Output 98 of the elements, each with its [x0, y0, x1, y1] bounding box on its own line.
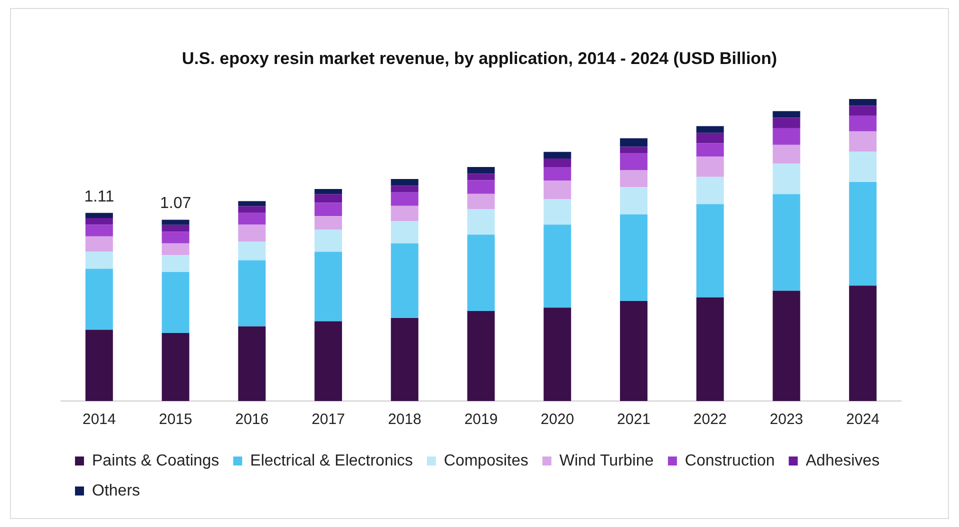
- x-tick-label: 2021: [617, 411, 650, 428]
- bar: [772, 128, 800, 145]
- bar: [390, 186, 418, 192]
- bar: [390, 221, 418, 244]
- bar: [620, 187, 648, 214]
- bar: [544, 308, 572, 401]
- bar: [85, 268, 113, 330]
- bar: [390, 179, 418, 186]
- bar: [849, 106, 877, 116]
- bar: [620, 138, 648, 147]
- bar: [467, 311, 495, 401]
- bar: [314, 194, 342, 203]
- bar: [772, 118, 800, 128]
- chart-title: U.S. epoxy resin market revenue, by application, 2014 - 2024 (USD Billion): [180, 49, 778, 69]
- bar: [620, 214, 648, 302]
- legend-label: Composites: [444, 452, 528, 470]
- legend-label: Adhesives: [806, 452, 880, 470]
- legend-label: Construction: [684, 452, 775, 470]
- bar: [696, 204, 724, 298]
- x-tick-label: 2017: [312, 411, 345, 428]
- bar: [849, 116, 877, 132]
- bar: [85, 236, 113, 252]
- bar: [696, 156, 724, 177]
- annotation: 1.11: [84, 188, 114, 206]
- bar: [238, 260, 266, 326]
- bar: [849, 131, 877, 152]
- bar: [390, 318, 418, 401]
- bar: [772, 290, 800, 401]
- bar: [772, 194, 800, 291]
- bar: [162, 220, 190, 225]
- bar: [849, 152, 877, 182]
- bar: [314, 252, 342, 322]
- bar: [696, 132, 724, 144]
- bar: [162, 333, 190, 401]
- bar: [849, 99, 877, 106]
- bar: [314, 202, 342, 216]
- bar: [544, 166, 572, 181]
- legend-label: Electrical & Electronics: [250, 452, 413, 470]
- bar: [544, 152, 572, 158]
- bar: [620, 170, 648, 188]
- bar: [467, 174, 495, 180]
- bar: [544, 199, 572, 225]
- legend-label: Others: [92, 482, 140, 500]
- bar: [467, 209, 495, 235]
- legend-label: Paints & Coatings: [92, 452, 220, 470]
- bar: [314, 321, 342, 401]
- bar: [162, 272, 190, 334]
- bar: [238, 242, 266, 260]
- bar: [85, 218, 113, 225]
- bar: [162, 232, 190, 244]
- x-tick-label: 2015: [158, 411, 192, 428]
- bar: [238, 326, 266, 401]
- legend-label: Wind Turbine: [559, 452, 654, 470]
- bar: [238, 201, 266, 206]
- bar: [162, 255, 190, 272]
- bar: [696, 176, 724, 204]
- bar: [238, 212, 266, 225]
- bar: [467, 180, 495, 194]
- bar: [620, 146, 648, 154]
- x-tick-label: 2022: [693, 411, 727, 428]
- bar: [85, 330, 113, 401]
- x-tick-label: 2024: [846, 411, 880, 428]
- bar: [772, 144, 800, 164]
- x-tick-label: 2023: [770, 411, 804, 428]
- bar: [772, 164, 800, 194]
- bar: [544, 224, 572, 308]
- bar: [85, 252, 113, 269]
- bar: [162, 243, 190, 256]
- x-tick-label: 2019: [464, 411, 498, 428]
- bar: [314, 188, 342, 194]
- bar: [849, 286, 877, 401]
- x-tick-label: 2020: [540, 411, 574, 428]
- bar: [238, 224, 266, 242]
- x-tick-label: 2014: [82, 411, 116, 428]
- bar: [696, 126, 724, 133]
- bar: [620, 301, 648, 401]
- bar: [85, 212, 113, 218]
- bar: [85, 224, 113, 236]
- bar: [467, 234, 495, 312]
- bar: [162, 224, 190, 232]
- annotation: 1.07: [160, 195, 192, 212]
- x-tick-label: 2016: [235, 411, 269, 428]
- x-tick-label: 2018: [388, 411, 422, 428]
- bar: [772, 111, 800, 118]
- bar: [544, 158, 572, 167]
- bar: [238, 206, 266, 213]
- bar: [849, 182, 877, 286]
- bar: [390, 243, 418, 318]
- bar: [696, 143, 724, 157]
- bar: [696, 297, 724, 401]
- bar: [314, 216, 342, 230]
- bar: [467, 194, 495, 210]
- bar: [390, 206, 418, 222]
- bar: [314, 230, 342, 252]
- bar: [544, 180, 572, 200]
- bar: [620, 153, 648, 170]
- bar: [467, 166, 495, 174]
- bar: [390, 192, 418, 206]
